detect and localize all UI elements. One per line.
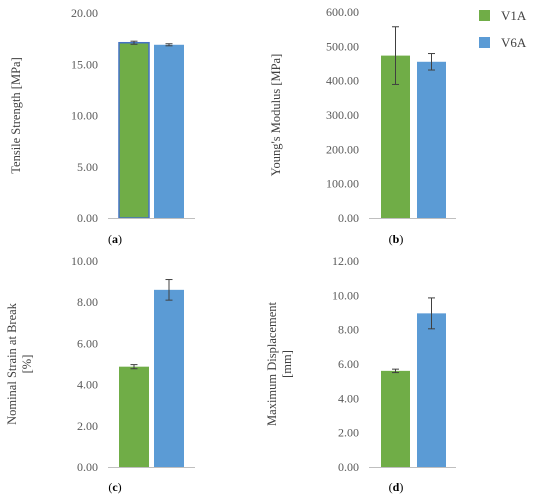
ytick-label-d-3: 6.00 [338,357,359,371]
panel-label-close-a: ) [118,232,122,246]
bar-d-v1a [381,370,410,467]
error-bar-b-v6a [428,53,435,71]
error-bar-c-v1a [130,364,138,370]
panel-label-letter-d: d [393,480,400,494]
panel-label-letter-c: c [112,480,118,494]
ytick-label-a-1: 5.00 [77,160,98,174]
y-axis-label-line-d-1: [mm] [280,350,294,378]
ytick-label-a-0: 0.00 [77,211,98,225]
legend-swatch-v1a [479,10,490,21]
panel-label-open-d: ( [389,480,393,494]
panel-label-close-c: ) [118,480,122,494]
ytick-label-d-5: 10.00 [332,288,359,302]
panel-label-a: (a) [108,232,122,246]
panel-label-d: (d) [389,480,404,494]
panel-label-close-d: ) [399,480,403,494]
y-axis-label-line-a-0: Tensile Strength [MPa] [9,57,23,173]
ytick-label-b-2: 200.00 [326,142,359,156]
ytick-label-b-4: 400.00 [326,74,359,88]
ytick-label-a-3: 15.00 [71,57,98,71]
panel-label-b: (b) [389,232,404,246]
legend-swatch-v6a [479,37,490,48]
error-bar-a-v6a [165,43,173,47]
panel-label-letter-a: a [112,232,118,246]
ytick-label-a-2: 10.00 [71,109,98,123]
chart-panel-b: 0.00 100.00 200.00 300.00 400.00 500.00 600.00… [269,5,456,246]
legend-label-v6a: V6A [501,35,527,50]
bar-a-v1a [118,41,150,219]
ytick-label-b-6: 600.00 [326,5,359,19]
ytick-label-b-0: 0.00 [338,211,359,225]
panel-label-letter-b: b [393,232,400,246]
ytick-label-c-3: 6.00 [77,336,98,350]
ytick-label-c-1: 2.00 [77,419,98,433]
y-axis-label-line-b-0: Young's Modulus [MPa] [269,54,283,177]
y-axis-label-b: Young's Modulus [MPa] [269,54,283,177]
error-bar-d-v6a [428,297,435,330]
y-axis-label-line-d-0: Maximum Displacement [265,302,279,426]
panel-label-close-b: ) [399,232,403,246]
panel-label-open-a: ( [108,232,112,246]
panel-label-c: (c) [108,480,121,494]
ytick-label-b-5: 500.00 [326,39,359,53]
bar-a-v6a [154,44,184,219]
ytick-label-d-6: 12.00 [332,254,359,268]
ytick-label-d-4: 8.00 [338,323,359,337]
ytick-label-a-4: 20.00 [71,6,98,20]
ytick-label-b-3: 300.00 [326,108,359,122]
error-bar-d-v1a [392,368,399,374]
ytick-label-c-4: 8.00 [77,295,98,309]
bar-c-v1a [119,366,149,467]
chart-panel-a: 0.00 5.00 10.00 15.00 20.00 Tensile Strength … [9,6,195,246]
y-axis-label-d: Maximum Displacement[mm] [265,302,294,426]
ytick-label-c-0: 0.00 [77,460,98,474]
chart-panel-c: 0.00 2.00 4.00 6.00 8.00 10.00 Nominal Strain … [5,254,195,494]
ytick-label-d-1: 2.00 [338,426,359,440]
bar-d-v6a [417,313,446,467]
error-bar-a-v1a [130,40,138,45]
y-axis-label-c: Nominal Strain at Break[%] [5,302,34,425]
bar-c-v6a [154,289,184,467]
y-axis-label-a: Tensile Strength [MPa] [9,57,23,173]
ytick-label-c-2: 4.00 [77,378,98,392]
y-axis-label-line-c-1: [%] [20,355,34,374]
chart-panel-d: 0.00 2.00 4.00 6.00 8.00 10.00 12.00 Maximum Di… [265,254,456,494]
legend-label-v1a: V1A [501,8,527,23]
legend: V1A V6A [479,8,527,50]
ytick-label-c-5: 10.00 [71,254,98,268]
ytick-label-d-0: 0.00 [338,460,359,474]
error-bar-c-v6a [165,279,173,301]
ytick-label-b-1: 100.00 [326,177,359,191]
error-bar-b-v1a [392,26,399,85]
bar-b-v6a [417,61,446,219]
ytick-label-d-2: 4.00 [338,391,359,405]
panel-label-open-b: ( [389,232,393,246]
y-axis-label-line-c-0: Nominal Strain at Break [5,302,19,425]
panel-label-open-c: ( [108,480,112,494]
